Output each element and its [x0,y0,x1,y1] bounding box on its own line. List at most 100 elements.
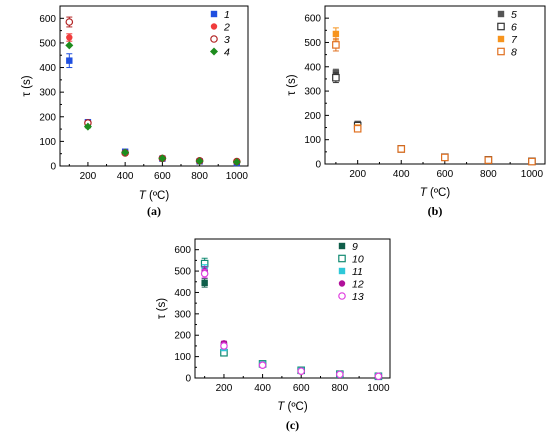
x-axis-variable: T [277,401,285,413]
data-point [441,153,449,162]
series-6 [332,72,536,166]
data-point [66,34,73,41]
legend-marker [338,280,346,287]
legend-marker [210,10,218,18]
x-axis-variable: T [139,190,147,202]
data-point [195,157,204,166]
y-tick-label: 300 [304,87,321,98]
y-tick-label: 500 [304,38,321,49]
data-point [200,269,209,278]
panel-label: (b) [428,204,443,218]
legend-marker [338,254,346,263]
x-tick-label: 200 [349,169,366,180]
data-point [121,148,130,157]
y-tick-label: 400 [39,63,56,74]
x-tick-label: 200 [216,383,233,394]
y-tick-label: 400 [304,62,321,73]
series-1 [66,53,241,167]
legend-label: 11 [352,266,363,278]
y-tick-label: 300 [39,88,56,99]
legend-marker [210,23,218,30]
data-point [332,73,340,82]
data-point [484,156,493,164]
data-point [65,18,74,26]
data-point [201,279,208,287]
x-tick-label: 400 [254,383,271,394]
x-tick-label: 600 [436,169,453,180]
data-point [297,367,305,375]
legend-label: 9 [352,241,358,253]
legend-label: 3 [224,34,230,46]
data-point [397,145,406,153]
legend-marker [210,35,218,43]
y-tick-label: 200 [39,112,56,123]
y-axis-variable: τ [286,91,298,96]
legend-marker [497,22,505,31]
panel-label: (c) [286,418,299,432]
x-tick-label: 1000 [521,169,544,180]
legend-label: 4 [224,46,230,58]
data-point [158,154,167,163]
legend-label: 6 [511,21,517,33]
panel-c: 200 400 600 800 1000 0 100 200 300 400 500 600 T (ºC… [156,238,391,432]
x-tick-label: 600 [154,171,171,182]
x-tick-label: 800 [480,169,497,180]
panel-b: 200 400 600 800 1000 0 100 200 300 400 500 600 T (ºC… [286,5,546,218]
x-tick-label: 800 [331,383,348,394]
x-tick-label: 200 [80,171,97,182]
panel-a: 200 400 600 800 1000 0 100 200 300 400 500 600 T (ºC… [21,5,249,218]
legend-marker [497,10,505,18]
legend-label: 7 [511,34,518,46]
y-tick-label: 0 [50,162,56,173]
x-axis-title: T (ºC) [277,401,308,413]
x-axis-title: T (ºC) [420,187,451,199]
y-tick-label: 300 [174,309,191,320]
legend-label: 5 [511,9,517,21]
data-point [83,122,92,131]
y-tick-label: 100 [304,135,321,146]
y-axis-title: τ (s) [286,74,298,95]
series-5 [332,68,536,165]
y-tick-label: 0 [315,160,321,171]
legend-marker [497,47,505,56]
y-tick-label: 0 [185,374,191,385]
x-axis-title: T (ºC) [139,190,170,202]
legend-marker [338,267,346,275]
y-axis-title: τ (s) [21,75,33,96]
y-tick-label: 200 [174,331,191,342]
y-tick-label: 500 [174,267,191,278]
y-axis-title: τ (s) [156,298,168,319]
x-axis-unit: (ºC) [427,187,451,199]
x-tick-label: 1000 [226,171,249,182]
x-tick-label: 400 [393,169,410,180]
y-axis-variable: τ [21,92,33,97]
plot-frame [324,5,546,165]
legend-label: 13 [352,291,364,303]
series-8 [332,38,536,166]
y-tick-label: 400 [174,288,191,299]
data-point [332,30,340,38]
legend-label: 12 [352,278,364,290]
data-point [220,342,228,350]
data-point [65,41,74,50]
plot-frame [59,5,249,167]
x-tick-label: 1000 [367,383,390,394]
panel-label: (a) [147,204,161,218]
x-tick-label: 600 [293,383,310,394]
y-axis-unit: (s) [156,298,168,315]
x-axis-variable: T [420,187,428,199]
legend-marker [497,35,505,43]
data-point [336,370,344,379]
series-4 [65,41,241,167]
data-point [528,157,536,166]
y-tick-label: 200 [304,111,321,122]
data-point [332,41,340,49]
x-tick-label: 800 [191,171,208,182]
y-tick-label: 100 [174,352,191,363]
data-point [353,124,362,133]
plot-frame [194,238,391,379]
legend-label: 10 [352,253,364,265]
data-point [66,57,73,64]
legend-marker [338,242,346,250]
